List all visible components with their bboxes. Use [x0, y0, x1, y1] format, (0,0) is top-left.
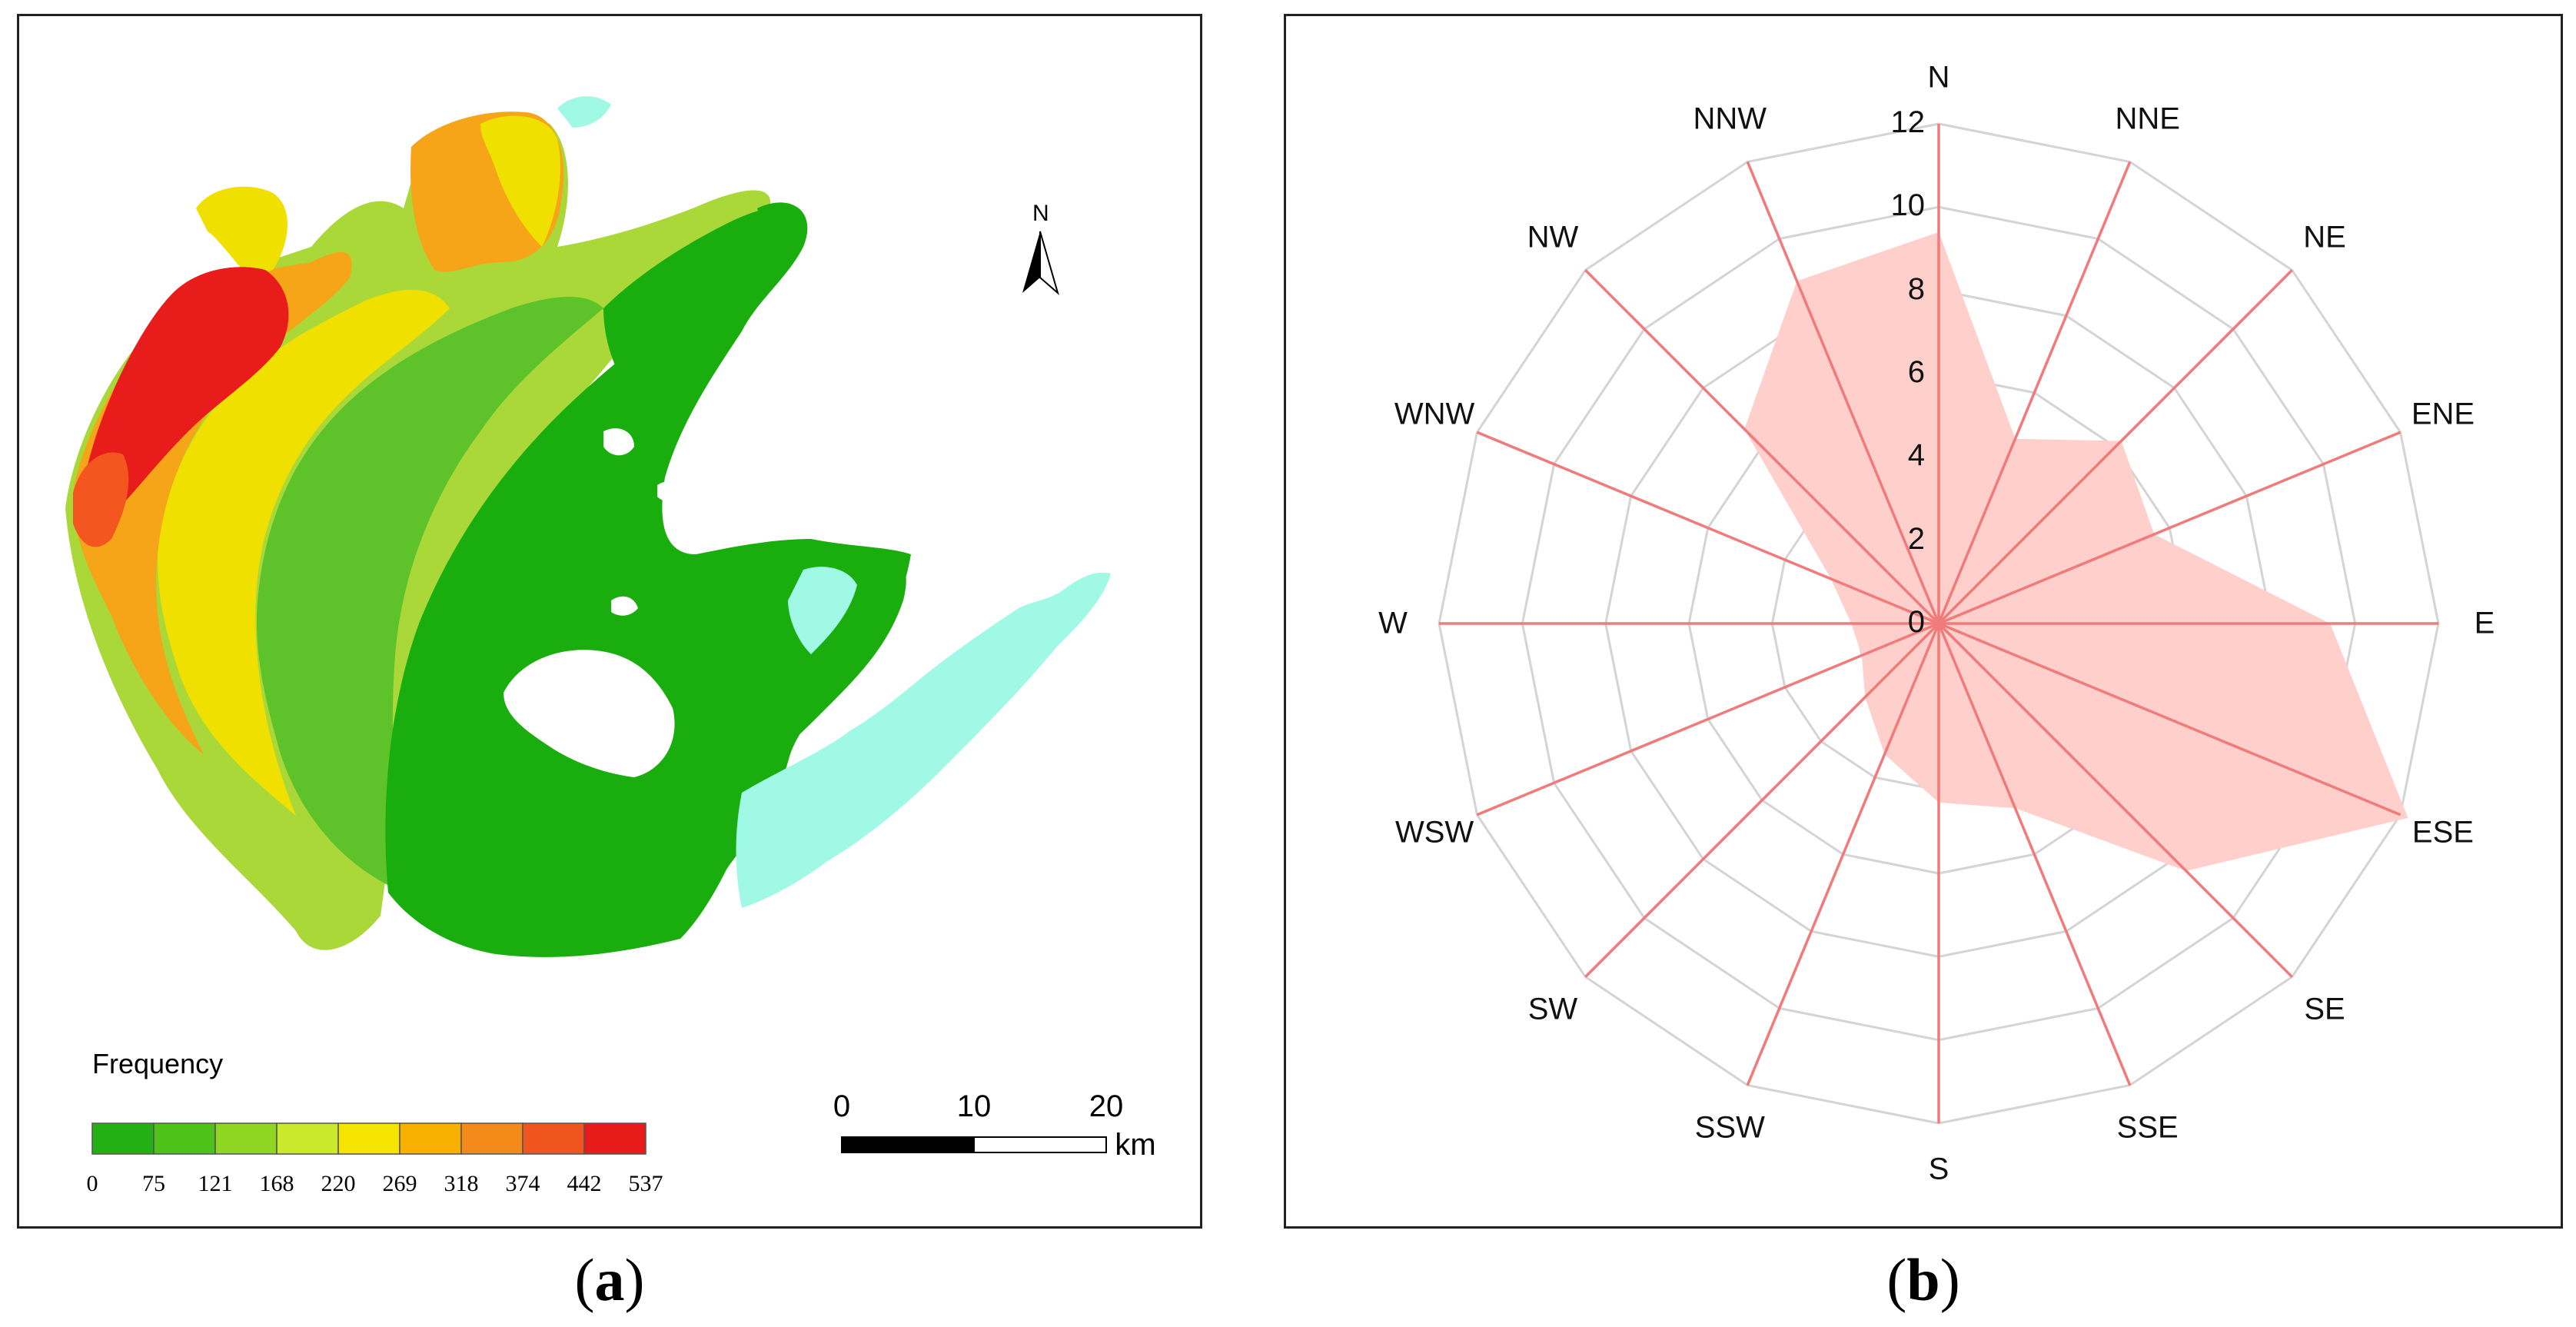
direction-label-sse: SSE [2116, 1110, 2179, 1145]
direction-label-se: SE [2304, 992, 2345, 1026]
direction-label-ene: ENE [2411, 397, 2475, 431]
lake-region-green [385, 202, 911, 957]
left-arm-yellow [196, 186, 288, 278]
scale-label-0: 0 [833, 1089, 851, 1123]
caption-b-letter: b [1906, 1246, 1940, 1313]
caption-a-letter: a [594, 1246, 625, 1313]
lake-region-green-north [603, 207, 797, 401]
lake-region-light-green [257, 297, 603, 893]
radial-tick-2: 2 [1907, 521, 1925, 556]
legend-swatch-5 [399, 1122, 462, 1155]
direction-label-ese: ESE [2411, 815, 2474, 850]
caption-b-open: ( [1886, 1246, 1907, 1313]
radar-series-area [1744, 231, 2408, 871]
direction-label-n: N [1927, 60, 1950, 95]
radial-tick-12: 12 [1890, 105, 1926, 139]
direction-label-ssw: SSW [1694, 1110, 1765, 1145]
radar-spoke-ssw [1746, 623, 1940, 1086]
direction-label-wnw: WNW [1394, 397, 1475, 431]
radar-spoke-ne [1937, 269, 2293, 625]
scale-bar [841, 1136, 1107, 1153]
north-arm-cyan [557, 96, 611, 128]
legend-swatch-2 [214, 1122, 278, 1155]
legend-tick-8: 442 [567, 1171, 602, 1196]
legend-tick-4: 220 [321, 1171, 356, 1196]
radar-spoke-ene [1938, 431, 2401, 625]
legend-tick-labels: 0 75 121 168 220 269 318 374 442 537 [86, 1171, 719, 1202]
radar-spoke-nw [1584, 269, 1940, 625]
island-white-small-4 [696, 409, 725, 429]
radar-spoke-nne [1937, 161, 2132, 624]
lake-region-red [85, 267, 289, 516]
upper-bay-yellow [480, 115, 560, 247]
legend-tick-3: 168 [259, 1171, 294, 1196]
legend-tick-6: 318 [444, 1171, 479, 1196]
caption-b: (b) [1770, 1246, 2077, 1315]
legend-swatch-3 [276, 1122, 339, 1155]
lake-region-red-west [73, 452, 129, 547]
direction-label-nne: NNE [2115, 101, 2180, 136]
east-bay-cyan [788, 567, 857, 654]
legend-swatch-0 [91, 1122, 155, 1155]
caption-a-open: ( [574, 1246, 595, 1313]
direction-label-w: W [1378, 606, 1408, 640]
radial-tick-0: 0 [1907, 605, 1925, 639]
scale-label-20: 20 [1089, 1089, 1124, 1123]
caption-a: (a) [456, 1246, 763, 1315]
radial-tick-4: 4 [1907, 438, 1925, 473]
radar-spoke-se [1937, 622, 2293, 978]
legend-title: Frequency [92, 1048, 224, 1079]
legend-swatch-7 [522, 1122, 585, 1155]
lake-region-yellow [158, 290, 450, 816]
radar-panel: N NNE NE ENE E ESE SE SSE S SSW SW WSW W WNW NW NNW 0 2 4 6… [1284, 14, 2563, 1229]
north-arrow-icon [1022, 231, 1059, 295]
island-white-small-3 [611, 596, 638, 616]
east-zone-cyan [736, 572, 1111, 908]
radial-tick-8: 8 [1907, 271, 1925, 306]
direction-label-nw: NW [1527, 220, 1579, 254]
legend-tick-9: 537 [628, 1171, 663, 1196]
legend-color-bar [91, 1122, 646, 1155]
radar-spoke-sse [1937, 623, 2132, 1086]
scale-label-10: 10 [956, 1089, 992, 1123]
radial-tick-6: 6 [1907, 355, 1925, 389]
legend-tick-1: 75 [142, 1171, 165, 1196]
direction-label-s: S [1928, 1152, 1949, 1186]
radar-spoke-ese [1938, 622, 2401, 816]
legend-swatch-6 [460, 1122, 524, 1155]
direction-label-wsw: WSW [1394, 815, 1474, 850]
scale-unit-label: km [1115, 1128, 1156, 1162]
direction-label-ne: NE [2303, 220, 2346, 254]
legend-swatch-8 [583, 1122, 646, 1155]
radar-spoke-wnw [1476, 431, 1939, 625]
island-white-small-1 [603, 428, 634, 456]
caption-a-close: ) [624, 1246, 645, 1313]
east-bay-green [740, 545, 906, 772]
map-panel: N Frequency 0 75 121 168 220 269 318 374 442 537 … [17, 14, 1202, 1229]
legend-swatch-1 [153, 1122, 216, 1155]
radar-spoke-sw [1584, 622, 1940, 978]
direction-label-sw: SW [1527, 992, 1578, 1026]
legend-swatch-4 [337, 1122, 401, 1155]
radar-chart [1438, 122, 2440, 1125]
island-white-large [504, 650, 675, 777]
north-label: N [1032, 201, 1049, 226]
radar-spoke-wsw [1476, 622, 1939, 816]
radial-tick-10: 10 [1890, 188, 1926, 223]
radar-spoke-nnw [1746, 161, 1940, 624]
caption-b-close: ) [1939, 1246, 1960, 1313]
legend-tick-0: 0 [86, 1171, 98, 1196]
legend-tick-5: 269 [382, 1171, 417, 1196]
legend-tick-2: 121 [198, 1171, 233, 1196]
direction-label-e: E [2474, 606, 2495, 640]
island-white-small-2 [657, 481, 688, 502]
legend-tick-7: 374 [505, 1171, 540, 1196]
frequency-map [65, 96, 1111, 1155]
direction-label-nnw: NNW [1693, 101, 1767, 136]
